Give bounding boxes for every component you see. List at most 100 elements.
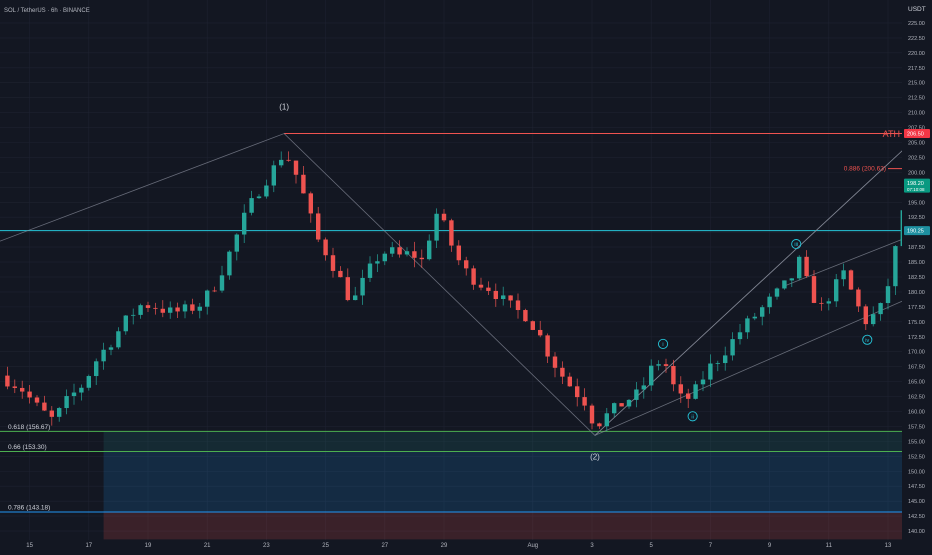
candle-body	[848, 270, 854, 290]
candle-body	[811, 276, 817, 303]
candle-body	[86, 376, 91, 388]
candle-body	[871, 314, 876, 325]
candle-body	[190, 304, 195, 311]
candles-layer	[5, 149, 928, 431]
candle-body	[819, 302, 824, 304]
time-axis-bg	[0, 540, 932, 550]
candle-body	[271, 165, 276, 186]
candle-body	[678, 384, 683, 394]
wave-label: (1)	[279, 103, 289, 112]
candle-body	[316, 213, 321, 240]
candle-body	[523, 310, 528, 322]
price-tick-label: 220.00	[908, 51, 925, 57]
candle-body	[626, 399, 632, 407]
price-tick-label: 140.00	[908, 529, 925, 535]
price-tick-label: 207.50	[908, 126, 925, 132]
candle-body	[478, 284, 484, 288]
candle-body	[841, 270, 846, 280]
candle-body	[49, 410, 54, 417]
channel-line	[594, 287, 932, 436]
time-tick-label: Aug	[527, 543, 538, 549]
candle-body	[885, 286, 891, 304]
fib-lower-label: 0.618 (156.67)	[8, 424, 50, 431]
candle-body	[515, 300, 521, 311]
candle-body	[279, 159, 284, 166]
candle-body	[412, 251, 417, 258]
candle-body	[508, 295, 513, 301]
candle-body	[197, 306, 202, 311]
price-tick-label: 205.00	[908, 140, 925, 146]
price-axis: 140.00 142.50 145.00 147.50 150.00 152.50 155.…	[902, 0, 932, 550]
candle-body	[301, 174, 306, 194]
time-tick-label: 3	[590, 543, 594, 549]
currency-label[interactable]: USDT	[908, 6, 926, 13]
candle-body	[12, 386, 17, 388]
time-tick-label: 13	[885, 543, 892, 549]
candle-body	[367, 263, 373, 278]
channel-line	[594, 136, 918, 436]
price-tick-label: 195.00	[908, 200, 925, 206]
candle-body	[597, 423, 602, 427]
price-tick-label: 202.50	[908, 155, 925, 161]
candle-body	[264, 185, 269, 197]
price-tick-label: 165.00	[908, 380, 925, 386]
candle-body	[493, 290, 498, 300]
ath-axis-tag-bg	[904, 129, 930, 139]
price-tick-label: 182.50	[908, 275, 925, 281]
candle-body	[5, 375, 10, 387]
candle-body	[94, 361, 99, 377]
candle-body	[686, 393, 691, 399]
price-tick-label: 185.00	[908, 260, 925, 266]
candle-body	[656, 364, 661, 366]
time-tick-label: 11	[826, 543, 833, 549]
symbol-title: SOL / TetherUS · 6h · BINANCE	[4, 8, 90, 14]
candle-body	[353, 295, 358, 301]
time-tick-label: 7	[709, 543, 713, 549]
time-tick-label: 17	[85, 543, 92, 549]
candle-body	[471, 268, 476, 285]
candle-body	[227, 251, 232, 276]
candle-body	[242, 212, 247, 235]
candle-body	[834, 279, 839, 302]
price-tick-label: 177.50	[908, 305, 925, 311]
candle-body	[323, 239, 328, 256]
sub-wave-label: iv	[865, 338, 869, 344]
candle-body	[397, 247, 402, 255]
price-tick-label: 150.00	[908, 469, 925, 475]
candle-body	[123, 315, 128, 332]
candle-body	[205, 290, 210, 307]
candle-body	[338, 270, 343, 278]
price-tick-label: 225.00	[908, 21, 925, 27]
candle-body	[212, 290, 217, 292]
candle-body	[538, 329, 543, 336]
candle-body	[168, 307, 173, 313]
levels-layer	[0, 133, 932, 513]
level-axis-tag-bg	[904, 226, 930, 236]
candle-body	[375, 261, 380, 264]
candle-body	[634, 389, 639, 400]
candle-body	[737, 332, 743, 340]
candle-body	[893, 246, 898, 287]
sub-wave-circle	[862, 334, 873, 345]
price-tick-label: 217.50	[908, 66, 925, 72]
candle-body	[138, 305, 143, 315]
price-tick-label: 222.50	[908, 36, 925, 42]
price-tick-label: 175.00	[908, 320, 925, 326]
candle-body	[693, 384, 698, 399]
candle-body	[575, 386, 580, 398]
time-tick-label: 9	[768, 543, 772, 549]
candle-body	[42, 402, 47, 411]
price-tick-label: 155.00	[908, 439, 925, 445]
candle-body	[234, 234, 239, 252]
candle-body	[552, 356, 558, 368]
candle-body	[604, 413, 609, 427]
candle-body	[256, 196, 262, 199]
time-tick-label: 15	[26, 543, 33, 549]
candle-body	[560, 367, 565, 377]
candle-body	[863, 306, 868, 325]
price-tick-label: 167.50	[908, 365, 925, 371]
price-tick-label: 180.00	[908, 290, 925, 296]
candle-body	[286, 159, 291, 161]
